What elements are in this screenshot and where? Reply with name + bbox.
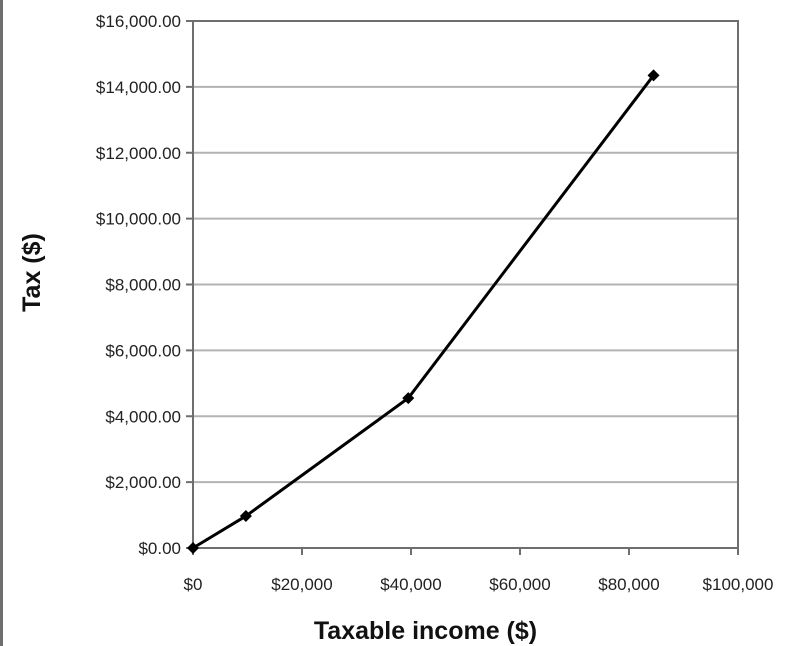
series-layer [187,69,660,554]
y-tick-label-0: $0.00 [138,539,181,558]
x-tick-label-5: $100,000 [703,575,774,594]
data-point-0-0 [187,542,199,554]
y-tick-label-7: $14,000.00 [96,78,181,97]
y-tick-label-6: $12,000.00 [96,144,181,163]
window-frame-edge [0,0,3,646]
y-axis: $0.00 $2,000.00 $4,000.00 $6,000.00 $8,000.0… [96,12,193,558]
x-tick-label-0: $0 [184,575,203,594]
x-tick-label-4: $80,000 [598,575,659,594]
x-axis-title: Taxable income ($) [314,617,537,645]
data-point-0-2 [402,392,415,405]
series-line-0 [192,74,655,550]
data-point-0-3 [647,69,660,82]
x-tick-label-2: $40,000 [380,575,441,594]
y-tick-label-4: $8,000.00 [105,276,181,295]
data-point-0-1 [239,510,252,523]
y-tick-label-3: $6,000.00 [105,341,181,360]
gridlines [193,85,738,484]
y-tick-label-8: $16,000.00 [96,12,181,31]
y-tick-label-5: $10,000.00 [96,210,181,229]
x-tick-label-1: $20,000 [271,575,332,594]
y-tick-label-2: $4,000.00 [105,407,181,426]
x-tick-label-3: $60,000 [489,575,550,594]
y-axis-title: Tax ($) [18,233,46,312]
x-axis: $0 $20,000 $40,000 $60,000 $80,000 $100,000 [184,548,774,594]
y-tick-label-1: $2,000.00 [105,473,181,492]
